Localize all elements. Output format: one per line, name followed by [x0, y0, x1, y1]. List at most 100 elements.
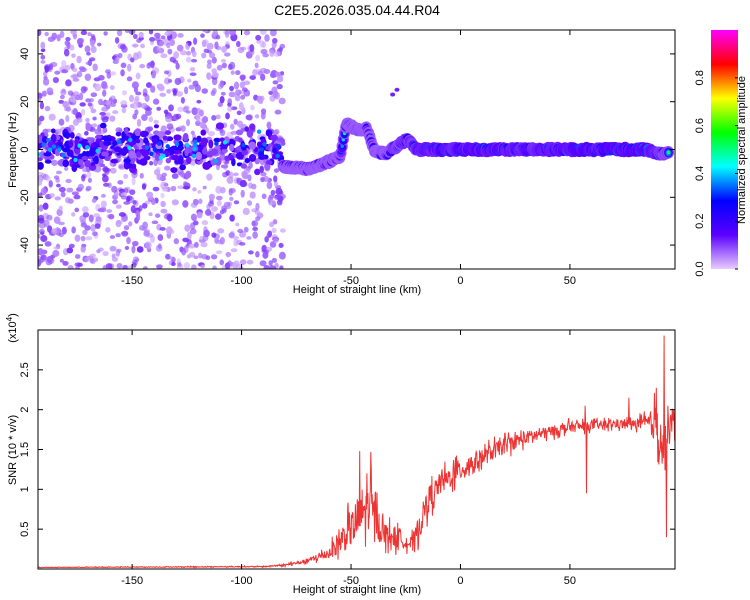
noise-point: [132, 43, 139, 48]
noise-point: [85, 98, 92, 103]
noise-point: [229, 214, 235, 222]
noise-point: [216, 64, 223, 71]
noise-point: [164, 77, 171, 85]
noise-point: [89, 57, 96, 62]
band-point: [124, 127, 129, 135]
x-tick-label: -150: [121, 275, 143, 287]
noise-point: [108, 213, 115, 220]
noise-point: [236, 177, 241, 184]
noise-point: [191, 107, 199, 116]
snr-y-axis-label: SNR (10 * v/v): [7, 415, 19, 485]
band-point: [171, 154, 179, 161]
noise-point: [233, 81, 240, 90]
noise-point: [268, 90, 274, 95]
band-hot-point: [51, 144, 57, 149]
noise-point: [203, 229, 210, 238]
noise-point: [128, 221, 133, 227]
noise-point: [85, 61, 92, 66]
noise-point: [92, 231, 98, 237]
noise-point: [160, 181, 168, 190]
noise-point: [220, 91, 226, 96]
noise-point: [80, 86, 87, 94]
noise-point: [186, 118, 191, 127]
band-hot-point: [157, 141, 162, 146]
noise-point: [38, 192, 43, 198]
noise-point: [40, 234, 48, 243]
band-hot-point: [258, 151, 263, 156]
noise-point: [175, 90, 183, 97]
noise-point: [46, 256, 54, 263]
noise-point: [161, 172, 167, 177]
noise-point: [201, 253, 208, 260]
band-point: [51, 128, 56, 134]
noise-point: [219, 95, 225, 104]
noise-point: [273, 129, 279, 136]
band-point: [220, 164, 229, 169]
noise-point: [189, 72, 197, 77]
noise-point: [225, 262, 231, 269]
band-point: [131, 163, 137, 170]
noise-point: [133, 97, 139, 105]
noise-point: [105, 112, 111, 117]
band-hot-point: [41, 142, 46, 147]
x-tick-label: 50: [564, 575, 576, 587]
x-tick-label: -50: [343, 275, 359, 287]
band-point: [103, 140, 112, 146]
noise-point: [134, 109, 139, 116]
noise-point: [124, 30, 131, 33]
noise-point: [254, 62, 259, 69]
noise-point: [277, 75, 284, 83]
noise-point: [246, 259, 254, 265]
band-point: [185, 156, 192, 165]
band-point: [256, 141, 262, 148]
noise-point: [160, 208, 168, 214]
noise-point: [212, 265, 217, 269]
noise-point: [151, 199, 156, 205]
y-tick-label: 0.5: [19, 522, 31, 537]
noise-point: [41, 90, 47, 97]
noise-point: [269, 72, 276, 78]
noise-point: [215, 114, 221, 120]
noise-point: [166, 123, 174, 130]
noise-point: [118, 163, 124, 169]
noise-point: [87, 32, 92, 37]
noise-point: [192, 187, 197, 192]
band-point: [265, 160, 273, 165]
noise-point: [65, 37, 71, 42]
noise-point: [84, 225, 91, 231]
noise-point: [279, 228, 286, 233]
noise-point: [206, 42, 214, 50]
noise-point: [221, 45, 227, 53]
noise-point: [42, 78, 50, 86]
noise-point: [208, 200, 215, 207]
noise-point: [126, 195, 133, 202]
noise-point: [102, 182, 110, 187]
noise-point: [49, 193, 55, 198]
noise-point: [254, 209, 260, 215]
noise-point: [60, 191, 66, 198]
noise-point: [132, 200, 137, 205]
y-tick-label: -20: [19, 189, 31, 205]
band-point: [99, 122, 107, 129]
noise-point: [249, 75, 257, 80]
noise-point: [266, 121, 272, 129]
band-point: [200, 129, 207, 136]
noise-point: [144, 94, 150, 103]
noise-point: [242, 207, 250, 216]
noise-point: [217, 239, 223, 245]
noise-point: [40, 187, 47, 196]
noise-point: [145, 107, 153, 111]
noise-point: [124, 245, 130, 250]
noise-point: [272, 37, 278, 44]
noise-point: [121, 230, 129, 237]
noise-point: [53, 216, 61, 224]
noise-point: [176, 44, 184, 52]
noise-point: [92, 63, 98, 72]
band-hot-point: [222, 140, 228, 145]
noise-point: [38, 233, 41, 239]
noise-point: [38, 179, 43, 186]
noise-point: [121, 107, 127, 114]
noise-point: [39, 101, 45, 110]
noise-point: [40, 60, 46, 64]
noise-point: [165, 226, 173, 235]
